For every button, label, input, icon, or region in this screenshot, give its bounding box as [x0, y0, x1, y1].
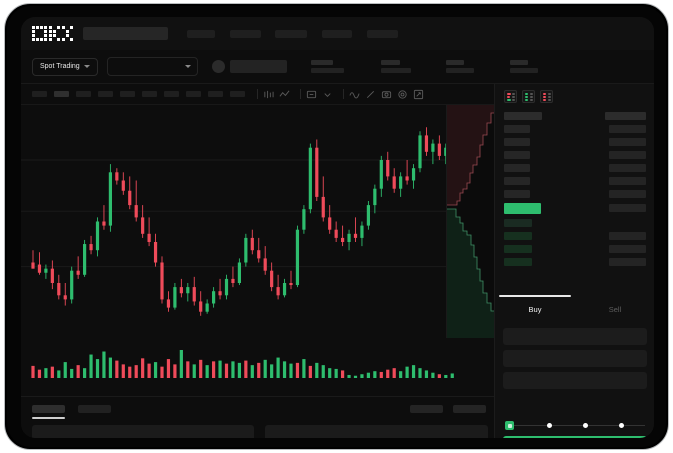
order-book-ask-row[interactable] [495, 136, 654, 149]
nav-item-4[interactable] [367, 29, 398, 38]
fullscreen-icon[interactable] [413, 89, 424, 100]
bottom-action-0[interactable] [410, 405, 443, 413]
bottom-tab-1[interactable] [78, 405, 111, 413]
bottom-action-1[interactable] [453, 405, 486, 413]
price-chart[interactable] [21, 105, 494, 338]
percent-mark-25[interactable] [547, 423, 552, 428]
percent-mark-50[interactable] [583, 423, 588, 428]
bottom-tab-0[interactable] [32, 405, 65, 413]
percent-slider-track [509, 425, 645, 426]
tab-buy-label: Buy [528, 304, 542, 314]
camera-icon[interactable] [381, 89, 392, 100]
timeframe-2[interactable] [76, 91, 91, 97]
market-stat-0 [310, 60, 344, 73]
order-book-last-price-row[interactable] [495, 201, 654, 217]
timeframe-9[interactable] [230, 91, 245, 97]
market-stat-1 [380, 60, 411, 73]
percent-slider[interactable] [505, 421, 645, 430]
timeframe-0[interactable] [32, 91, 47, 97]
chevron-down-icon[interactable] [322, 89, 333, 100]
nav-item-2[interactable] [275, 29, 307, 38]
trading-app-screen: Spot Trading [21, 17, 654, 438]
bottom-tab-active-indicator [32, 417, 65, 419]
device-bezel: Spot Trading [7, 6, 666, 447]
tab-sell[interactable]: Sell [575, 296, 654, 322]
market-stat-3 [509, 60, 538, 73]
order-book-bid-row[interactable] [495, 217, 654, 230]
percent-mark-75[interactable] [619, 423, 624, 428]
chevron-down-icon [184, 65, 191, 68]
timeframe-3[interactable] [98, 91, 113, 97]
order-book-rows [495, 110, 654, 269]
top-navigation-bar [21, 17, 654, 50]
okx-logo-icon[interactable] [32, 26, 73, 41]
order-book-ask-row[interactable] [495, 188, 654, 201]
nav-item-3[interactable] [322, 29, 352, 38]
volume-canvas [31, 350, 454, 378]
order-book-bid-row[interactable] [495, 230, 654, 243]
order-field-0[interactable] [503, 328, 647, 345]
depth-chart-overlay [446, 105, 494, 338]
order-book-ask-row[interactable] [495, 175, 654, 188]
volume-chart [21, 338, 494, 396]
order-book-ask-row[interactable] [495, 123, 654, 136]
market-header: Spot Trading [21, 50, 654, 84]
place-order-button[interactable] [503, 436, 647, 438]
timeframe-4[interactable] [120, 91, 135, 97]
order-book-ask-row[interactable] [495, 149, 654, 162]
wave-icon[interactable] [349, 89, 360, 100]
asks-only-icon[interactable] [540, 90, 553, 103]
timeframe-1[interactable] [54, 91, 69, 97]
line-chart-icon[interactable] [279, 89, 290, 100]
percent-slider-handle[interactable] [505, 421, 514, 430]
order-field-2[interactable] [503, 372, 647, 389]
pair-avatar [211, 60, 225, 73]
tab-sell-label: Sell [608, 304, 622, 314]
timeframe-8[interactable] [208, 91, 223, 97]
trading-pair-select[interactable] [106, 57, 198, 76]
order-book-bid-row[interactable] [495, 256, 654, 269]
nav-item-0[interactable] [187, 29, 215, 38]
market-stat-2 [445, 60, 474, 73]
bids-only-icon[interactable] [522, 90, 535, 103]
spot-trading-dropdown[interactable]: Spot Trading [32, 57, 98, 76]
order-book-header-row [495, 110, 654, 123]
order-book-bid-row[interactable] [495, 243, 654, 256]
search-input[interactable] [83, 27, 168, 40]
indicator-icon[interactable] [306, 89, 317, 100]
orders-card-1[interactable] [265, 425, 488, 438]
toolbar-divider [257, 89, 258, 99]
timeframe-7[interactable] [186, 91, 201, 97]
tab-buy[interactable]: Buy [495, 295, 575, 322]
order-book-view-modes [495, 84, 654, 103]
order-field-1[interactable] [503, 350, 647, 367]
depth-canvas [447, 105, 494, 338]
timeframe-6[interactable] [164, 91, 179, 97]
device-frame: Spot Trading [4, 3, 669, 450]
candlestick-canvas [21, 127, 494, 316]
order-book-and-form-panel: Buy Sell [494, 84, 654, 438]
both-sides-icon[interactable] [504, 90, 517, 103]
orders-card-0[interactable] [32, 425, 254, 438]
chart-toolbar [21, 84, 494, 105]
spot-trading-label: Spot Trading [40, 63, 80, 70]
buy-sell-tabs: Buy Sell [495, 295, 654, 322]
nav-item-1[interactable] [230, 29, 261, 38]
ruler-icon[interactable] [365, 89, 376, 100]
settings-gear-icon[interactable] [397, 89, 408, 100]
orders-panel [21, 396, 494, 438]
last-price-value [229, 60, 287, 73]
order-book-ask-row[interactable] [495, 162, 654, 175]
toolbar-divider [343, 89, 344, 99]
timeframe-5[interactable] [142, 91, 157, 97]
candlestick-icon[interactable] [263, 89, 274, 100]
chevron-down-icon [83, 65, 90, 68]
toolbar-divider [300, 89, 301, 99]
